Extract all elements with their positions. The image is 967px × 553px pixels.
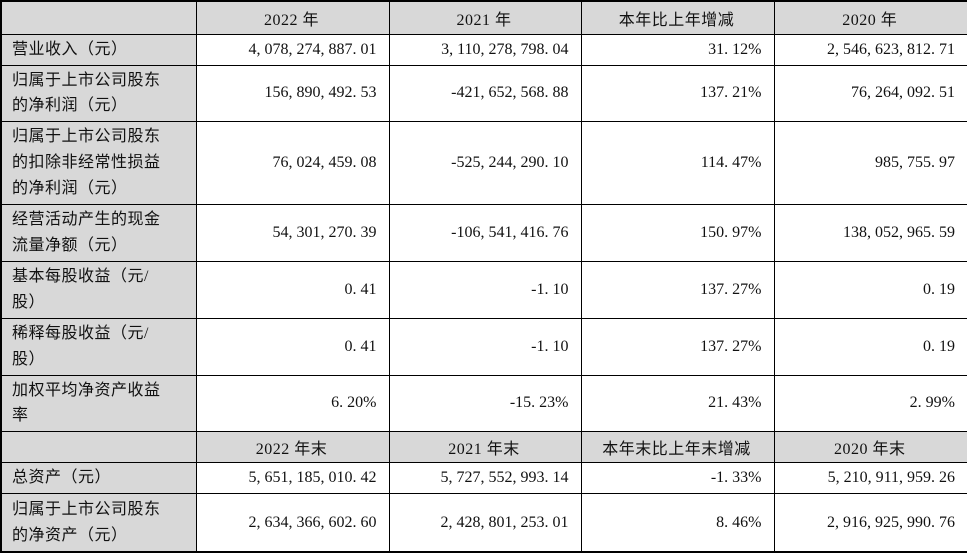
value-2022: 5, 651, 185, 010. 42 — [195, 462, 390, 495]
value-2021: 5, 727, 552, 993. 14 — [388, 462, 582, 495]
table-row-operating-cash-flow: 经营活动产生的现金 流量净额（元） 54, 301, 270. 39 -106,… — [0, 204, 967, 262]
col-header-2020-end: 2020 年末 — [773, 431, 967, 464]
period-header-row: 2022 年 2021 年 本年比上年增减 2020 年 — [0, 0, 967, 35]
value-2021: -1. 10 — [388, 317, 582, 376]
value-2021: -1. 10 — [388, 260, 582, 319]
value-change: 137. 27% — [580, 317, 775, 376]
value-2020: 0. 19 — [773, 317, 967, 376]
col-header-2022-end: 2022 年末 — [195, 431, 390, 464]
metric-label: 加权平均净资产收益 率 — [0, 374, 197, 433]
value-2022: 76, 024, 459. 08 — [195, 121, 390, 206]
col-header-2021-end: 2021 年末 — [388, 431, 582, 464]
value-2021: -15. 23% — [388, 374, 582, 433]
metric-label: 归属于上市公司股东 的净资产（元） — [0, 493, 197, 553]
table-row-revenue: 营业收入（元） 4, 078, 274, 887. 01 3, 110, 278… — [0, 33, 967, 66]
col-header-2022: 2022 年 — [195, 0, 390, 35]
table-row-net-assets: 归属于上市公司股东 的净资产（元） 2, 634, 366, 602. 60 2… — [0, 493, 967, 553]
value-2020: 0. 19 — [773, 260, 967, 319]
table-row-net-profit-deducted: 归属于上市公司股东 的扣除非经常性损益 的净利润（元） 76, 024, 459… — [0, 121, 967, 206]
value-change: 31. 12% — [580, 33, 775, 66]
value-2020: 2, 546, 623, 812. 71 — [773, 33, 967, 66]
metric-label: 稀释每股收益（元/ 股） — [0, 317, 197, 376]
value-2020: 76, 264, 092. 51 — [773, 64, 967, 123]
col-header-2021: 2021 年 — [388, 0, 582, 35]
value-change: 8. 46% — [580, 493, 775, 553]
metric-label: 基本每股收益（元/ 股） — [0, 260, 197, 319]
col-header-2020: 2020 年 — [773, 0, 967, 35]
value-2021: -106, 541, 416. 76 — [388, 204, 582, 262]
value-2022: 4, 078, 274, 887. 01 — [195, 33, 390, 66]
value-2021: 3, 110, 278, 798. 04 — [388, 33, 582, 66]
metric-label: 总资产（元） — [0, 462, 197, 495]
metric-label: 归属于上市公司股东 的扣除非经常性损益 的净利润（元） — [0, 121, 197, 206]
corner-cell — [0, 431, 197, 464]
table-row-diluted-eps: 稀释每股收益（元/ 股） 0. 41 -1. 10 137. 27% 0. 19 — [0, 317, 967, 376]
yearend-header-row: 2022 年末 2021 年末 本年末比上年末增减 2020 年末 — [0, 431, 967, 464]
col-header-yoy-change: 本年比上年增减 — [580, 0, 775, 35]
value-change: 114. 47% — [580, 121, 775, 206]
value-change: 150. 97% — [580, 204, 775, 262]
value-2020: 138, 052, 965. 59 — [773, 204, 967, 262]
value-2022: 6. 20% — [195, 374, 390, 433]
value-change: 137. 27% — [580, 260, 775, 319]
value-2020: 2. 99% — [773, 374, 967, 433]
value-2020: 985, 755. 97 — [773, 121, 967, 206]
value-2022: 54, 301, 270. 39 — [195, 204, 390, 262]
col-header-yearend-change: 本年末比上年末增减 — [580, 431, 775, 464]
value-2022: 2, 634, 366, 602. 60 — [195, 493, 390, 553]
value-2022: 156, 890, 492. 53 — [195, 64, 390, 123]
value-change: 137. 21% — [580, 64, 775, 123]
table-row-basic-eps: 基本每股收益（元/ 股） 0. 41 -1. 10 137. 27% 0. 19 — [0, 260, 967, 319]
metric-label: 营业收入（元） — [0, 33, 197, 66]
table-row-total-assets: 总资产（元） 5, 651, 185, 010. 42 5, 727, 552,… — [0, 462, 967, 495]
corner-cell — [0, 0, 197, 35]
value-2021: 2, 428, 801, 253. 01 — [388, 493, 582, 553]
value-2021: -525, 244, 290. 10 — [388, 121, 582, 206]
value-2022: 0. 41 — [195, 260, 390, 319]
value-change: 21. 43% — [580, 374, 775, 433]
value-2020: 5, 210, 911, 959. 26 — [773, 462, 967, 495]
value-2021: -421, 652, 568. 88 — [388, 64, 582, 123]
metric-label: 归属于上市公司股东 的净利润（元） — [0, 64, 197, 123]
value-2020: 2, 916, 925, 990. 76 — [773, 493, 967, 553]
value-change: -1. 33% — [580, 462, 775, 495]
table-row-weighted-roe: 加权平均净资产收益 率 6. 20% -15. 23% 21. 43% 2. 9… — [0, 374, 967, 433]
value-2022: 0. 41 — [195, 317, 390, 376]
table-row-net-profit: 归属于上市公司股东 的净利润（元） 156, 890, 492. 53 -421… — [0, 64, 967, 123]
metric-label: 经营活动产生的现金 流量净额（元） — [0, 204, 197, 262]
